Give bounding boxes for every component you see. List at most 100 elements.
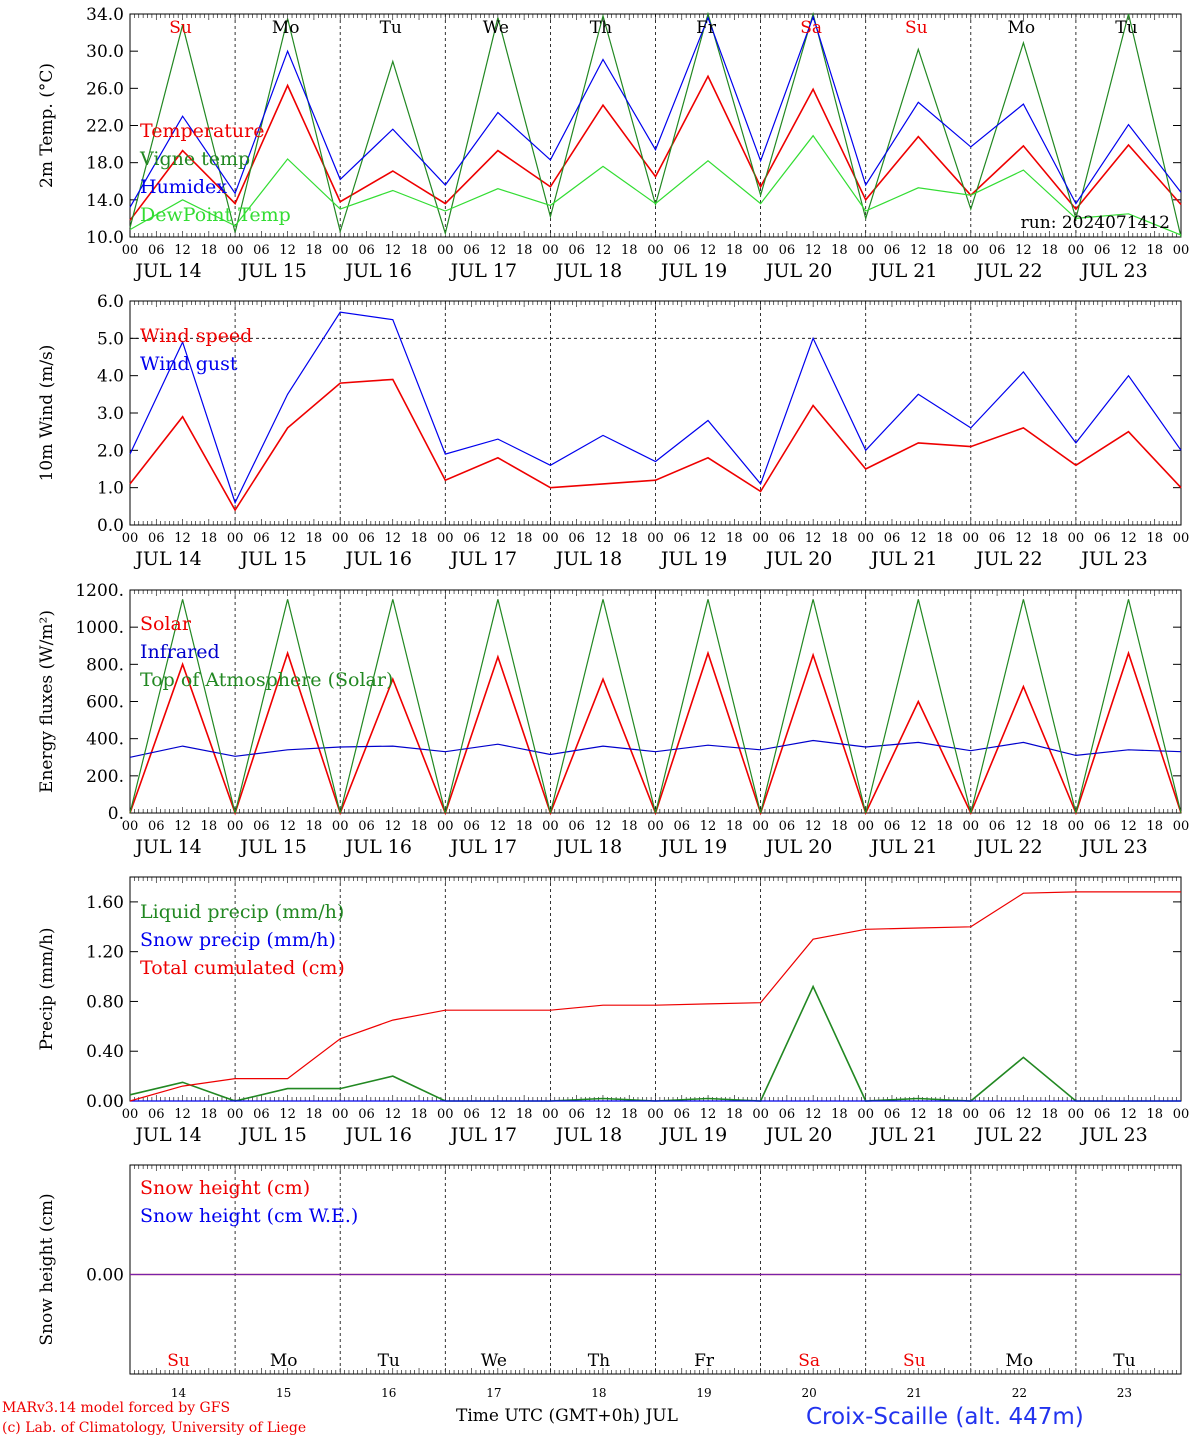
date-label: JUL 18 — [554, 548, 622, 570]
hour-tick-label: 18 — [1041, 819, 1058, 834]
date-label: JUL 19 — [659, 260, 727, 282]
y-tick-label: 0.40 — [86, 1042, 124, 1062]
y-tick-label: 1.0 — [97, 479, 124, 499]
series-line-infrared — [129, 739, 1182, 758]
date-label: JUL 14 — [133, 836, 201, 858]
date-label: JUL 21 — [869, 836, 937, 858]
hour-tick-label: 00 — [857, 531, 874, 546]
hour-tick-label: 18 — [201, 1107, 218, 1122]
hour-tick-label: 12 — [1015, 1107, 1032, 1122]
hour-tick-label: 06 — [358, 819, 375, 834]
panel-1: 10.0 14.0 18.0 22.0 26.0 30.0 34.0 2m Temp. (°C… — [37, 5, 1189, 282]
hour-tick-label: 12 — [174, 1107, 191, 1122]
y-tick-label: 1200. — [75, 581, 124, 601]
date-label: JUL 14 — [133, 548, 201, 570]
hour-tick-label: 06 — [148, 243, 165, 258]
hour-tick-label: 18 — [831, 531, 848, 546]
date-label: JUL 19 — [659, 1124, 727, 1146]
hour-tick-label: 00 — [857, 819, 874, 834]
hour-tick-label: 12 — [1120, 531, 1137, 546]
hour-tick-label: 18 — [1146, 819, 1163, 834]
weekday-label: Th — [588, 1351, 610, 1371]
hour-tick-label: 00 — [332, 819, 349, 834]
y-tick-label: 0.80 — [86, 992, 124, 1012]
legend-entry: Vigne temp — [139, 148, 250, 170]
hour-tick-label: 06 — [1094, 819, 1111, 834]
date-label: JUL 21 — [869, 548, 937, 570]
hour-tick-label: 06 — [989, 531, 1006, 546]
hour-tick-label: 06 — [989, 819, 1006, 834]
hour-tick-label: 00 — [752, 1107, 769, 1122]
legend-entry: Snow height (cm) — [140, 1177, 310, 1199]
legend-entry: Snow height (cm W.E.) — [140, 1205, 358, 1227]
hour-tick-label: 00 — [1173, 819, 1190, 834]
hour-tick-label: 06 — [148, 531, 165, 546]
hour-tick-label: 12 — [279, 243, 296, 258]
legend-entry: Temperature — [140, 120, 264, 142]
hour-tick-label: 00 — [227, 243, 244, 258]
hour-tick-label: 00 — [437, 1107, 454, 1122]
hour-tick-label: 06 — [253, 819, 270, 834]
series-line-dewpoint-temp — [129, 134, 1182, 236]
panel-frame — [129, 300, 1182, 526]
hour-tick-label: 06 — [1094, 531, 1111, 546]
hour-tick-label: 12 — [700, 1107, 717, 1122]
hour-tick-label: 06 — [463, 1107, 480, 1122]
legend-entry: Liquid precip (mm/h) — [140, 901, 344, 923]
hour-tick-label: 00 — [1068, 1107, 1085, 1122]
y-tick-label: 1.60 — [86, 893, 124, 913]
hour-tick-label: 06 — [989, 1107, 1006, 1122]
hour-tick-label: 00 — [647, 1107, 664, 1122]
y-axis-label: Energy fluxes (W/m²) — [37, 610, 57, 793]
hour-tick-label: 00 — [542, 531, 559, 546]
hour-tick-label: 18 — [1146, 243, 1163, 258]
hour-tick-label: 12 — [384, 819, 401, 834]
hour-tick-label: 12 — [384, 1107, 401, 1122]
y-tick-label: 30.0 — [86, 42, 124, 62]
weekday-label: Su — [903, 1351, 926, 1371]
hour-tick-label: 06 — [148, 1107, 165, 1122]
x-axis-label: Time UTC (GMT+0h) JUL — [456, 1406, 678, 1426]
hour-tick-label: 18 — [936, 531, 953, 546]
hour-tick-label: 06 — [674, 531, 691, 546]
hour-tick-label: 00 — [332, 1107, 349, 1122]
hour-tick-label: 00 — [647, 531, 664, 546]
hour-tick-label: 12 — [700, 531, 717, 546]
hour-tick-label: 12 — [805, 243, 822, 258]
hour-tick-label: 18 — [306, 243, 323, 258]
panel-4: 0.00 0.40 0.80 1.20 1.60 Precip (mm/h) Liquid … — [37, 876, 1189, 1146]
hour-tick-label: 18 — [936, 819, 953, 834]
hour-tick-label: 12 — [490, 819, 507, 834]
hour-tick-label: 18 — [1146, 1107, 1163, 1122]
y-tick-label: 200. — [86, 767, 124, 787]
hour-tick-label: 12 — [384, 243, 401, 258]
date-label: JUL 22 — [974, 1124, 1042, 1146]
hour-tick-label: 00 — [963, 243, 980, 258]
date-label: JUL 18 — [554, 836, 622, 858]
y-tick-label: 14.0 — [86, 191, 124, 211]
date-label: JUL 15 — [238, 836, 306, 858]
y-tick-label: 10.0 — [86, 228, 124, 248]
hour-tick-label: 06 — [884, 243, 901, 258]
hour-tick-label: 00 — [227, 819, 244, 834]
date-label: JUL 20 — [764, 260, 832, 282]
series-line-wind-speed — [129, 378, 1182, 512]
date-label: JUL 20 — [764, 548, 832, 570]
hour-tick-label: 06 — [779, 819, 796, 834]
hour-tick-label: 18 — [306, 1107, 323, 1122]
hour-tick-label: 18 — [411, 243, 428, 258]
hour-tick-label: 12 — [490, 243, 507, 258]
hour-tick-label: 12 — [1015, 531, 1032, 546]
date-label: JUL 18 — [554, 1124, 622, 1146]
legend-entry: Wind gust — [140, 353, 238, 375]
date-label: JUL 19 — [659, 548, 727, 570]
series-line-wind-gust — [129, 311, 1182, 505]
hour-tick-label: 12 — [174, 243, 191, 258]
y-tick-label: 3.0 — [97, 404, 124, 424]
legend-entry: Total cumulated (cm) — [140, 957, 345, 979]
weekday-label: Tu — [1115, 18, 1137, 38]
y-tick-label: 0.00 — [86, 1266, 124, 1286]
y-tick-label: 2.0 — [97, 441, 124, 461]
hour-tick-label: 18 — [621, 243, 638, 258]
hour-tick-label: 18 — [411, 531, 428, 546]
